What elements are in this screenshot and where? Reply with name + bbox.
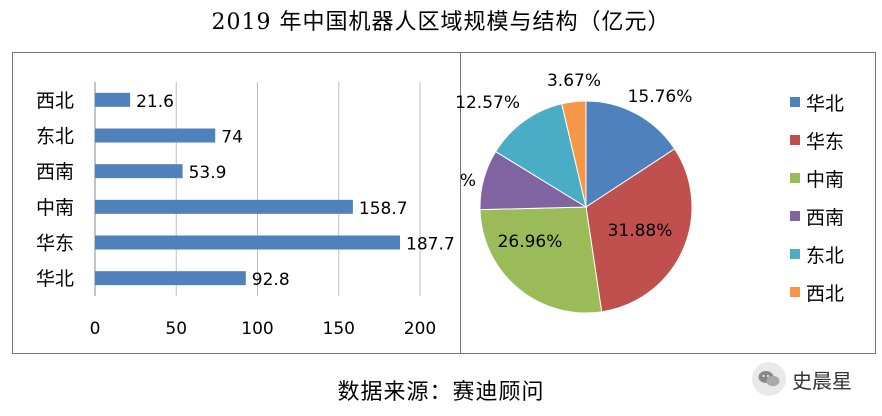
pie-slice-label: 12.57% — [455, 93, 520, 113]
y-category-label: 华东 — [36, 233, 74, 255]
chart-frame — [12, 52, 876, 354]
y-category-label: 东北 — [36, 126, 74, 148]
bar-1 — [95, 128, 216, 143]
pie-slice-label: 31.88% — [608, 221, 673, 241]
legend-label: 华东 — [806, 131, 844, 153]
bar-5 — [95, 271, 246, 286]
bar-chart: 0 50 100 150 200 西北 21.6 东北 74 西南 53.9 中南 158.7 华东 187… — [36, 82, 455, 339]
legend-label: 西南 — [806, 207, 844, 229]
bar-value-label: 187.7 — [406, 235, 455, 255]
x-tick-label: 100 — [241, 319, 273, 339]
pie-slice-label: 26.96% — [498, 232, 563, 252]
bar-4 — [95, 235, 401, 250]
panel-divider — [460, 52, 461, 354]
legend-swatch — [790, 249, 800, 259]
legend-label: 西北 — [806, 283, 844, 305]
x-tick-label: 150 — [323, 319, 355, 339]
bar-3 — [95, 199, 353, 214]
bar-value-label: 21.6 — [136, 92, 174, 112]
x-tick-label: 50 — [165, 319, 187, 339]
pie-slice-label: 15.76% — [628, 87, 693, 107]
legend-swatch — [790, 287, 800, 297]
bar-0 — [95, 92, 131, 107]
wechat-icon — [752, 362, 786, 396]
legend-label: 华北 — [806, 93, 844, 115]
bar-value-label: 74 — [221, 128, 243, 148]
legend-label: 东北 — [806, 245, 844, 267]
bar-2 — [95, 164, 183, 179]
source-note: 数据来源：赛迪顾问 — [337, 380, 545, 405]
x-tick-label: 0 — [90, 319, 101, 339]
pie-slice-5 — [561, 100, 587, 208]
pie-slice-label: 3.67% — [547, 71, 601, 91]
pie-slice-4 — [494, 103, 587, 209]
legend-swatch — [790, 135, 800, 145]
pie-slice-2 — [479, 206, 603, 314]
pie-slice-1 — [585, 148, 693, 313]
pie-slice-0 — [585, 100, 676, 208]
y-category-label: 西南 — [36, 161, 74, 183]
y-category-label: 华北 — [36, 268, 74, 290]
y-category-label: 西北 — [36, 90, 74, 112]
legend-swatch — [790, 97, 800, 107]
legend-swatch — [790, 173, 800, 183]
watermark-text: 史晨星 — [792, 368, 852, 393]
watermark: 史晨星 — [752, 362, 852, 396]
x-tick-label: 200 — [404, 319, 436, 339]
chart-title: 2019 年中国机器人区域规模与结构（亿元） — [211, 10, 671, 35]
bar-value-label: 53.9 — [189, 163, 227, 183]
legend-swatch — [790, 211, 800, 221]
legend-label: 中南 — [806, 169, 844, 191]
y-category-label: 中南 — [36, 197, 74, 219]
bar-value-label: 92.8 — [252, 270, 290, 290]
bar-value-label: 158.7 — [359, 199, 408, 219]
pie-slice-label: % — [460, 171, 476, 191]
